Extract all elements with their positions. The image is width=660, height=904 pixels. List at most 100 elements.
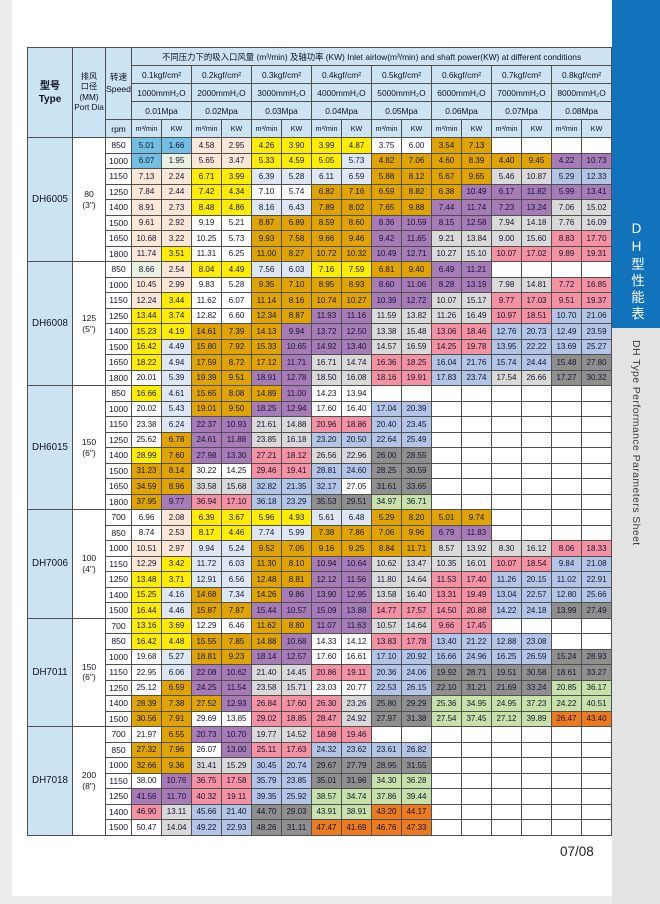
power-cell: 7.86: [341, 524, 372, 541]
rpm-cell: 1250: [105, 679, 132, 696]
power-cell: 30.58: [521, 664, 552, 681]
flow-cell: 13.31: [431, 586, 462, 603]
flow-cell: 47.47: [311, 819, 342, 836]
power-cell: 3.74: [161, 307, 192, 324]
flow-cell: 38.00: [131, 772, 162, 789]
power-cell: 13.40: [341, 338, 372, 355]
flow-cell: 5.65: [191, 152, 222, 169]
flow-cell: 10.72: [311, 245, 342, 262]
power-cell: [521, 788, 552, 805]
power-cell: 3.90: [281, 137, 312, 154]
flow-cell: 24.32: [311, 741, 342, 758]
power-cell: [521, 493, 552, 510]
flow-cell: 9.66: [431, 617, 462, 634]
flow-cell: 6.71: [191, 168, 222, 185]
power-cell: 16.59: [401, 338, 432, 355]
flow-cell: 48.26: [251, 819, 282, 836]
flow-cell: [491, 137, 522, 154]
rpm-cell: 1400: [105, 586, 132, 603]
power-cell: 26.15: [401, 679, 432, 696]
flow-cell: [491, 757, 522, 774]
power-cell: 17.45: [461, 617, 492, 634]
rpm-header: rpm: [105, 119, 132, 138]
flow-cell: 36.94: [191, 493, 222, 510]
flow-cell: 18.91: [251, 369, 282, 386]
power-cell: 9.23: [221, 648, 252, 665]
power-cell: 36.71: [401, 493, 432, 510]
flow-cell: 12.82: [191, 307, 222, 324]
power-cell: 14.12: [341, 633, 372, 650]
power-cell: 19.41: [281, 462, 312, 479]
flow-cell: 6.17: [491, 183, 522, 200]
power-cell: 20.50: [341, 431, 372, 448]
flow-cell: 41.56: [131, 788, 162, 805]
rpm-cell: 700: [105, 509, 132, 526]
flow-cell: 14.33: [311, 633, 342, 650]
flow-cell: 13.90: [311, 586, 342, 603]
power-cell: 18.46: [461, 323, 492, 340]
flow-cell: [551, 261, 582, 278]
power-cell: 8.80: [281, 617, 312, 634]
power-cell: 20.88: [461, 602, 492, 619]
power-cell: 25.66: [580, 586, 613, 603]
flow-cell: [431, 493, 462, 510]
flow-cell: [551, 741, 582, 758]
flow-cell: 19.51: [491, 664, 522, 681]
power-cell: 12.71: [401, 245, 432, 262]
flow-cell: 24.95: [491, 695, 522, 712]
flow-cell: 11.30: [251, 555, 282, 572]
page-number: 07/08: [560, 844, 594, 859]
rpm-cell: 850: [105, 261, 132, 278]
power-cell: [461, 726, 492, 743]
power-cell: [580, 524, 613, 541]
power-cell: 26.82: [401, 741, 432, 758]
power-cell: 20.77: [341, 679, 372, 696]
flow-cell: 11.62: [191, 292, 222, 309]
flow-cell: 18.98: [311, 726, 342, 743]
power-cell: 10.59: [401, 214, 432, 231]
flow-cell: 6.59: [371, 183, 402, 200]
flow-cell: [551, 416, 582, 433]
power-cell: [521, 726, 552, 743]
pressure-header: 0.2kgf/cm²: [191, 65, 252, 84]
power-cell: 6.48: [341, 509, 372, 526]
flow-cell: 27.12: [491, 710, 522, 727]
rpm-cell: 700: [105, 617, 132, 634]
flow-cell: 8.17: [191, 524, 222, 541]
flow-cell: [431, 478, 462, 495]
power-cell: 27.79: [341, 757, 372, 774]
power-cell: 8.96: [161, 478, 192, 495]
power-cell: 2.54: [161, 261, 192, 278]
flow-cell: 12.88: [491, 633, 522, 650]
power-cell: 41.69: [341, 819, 372, 836]
flow-cell: [491, 617, 522, 634]
power-unit-header: KW: [221, 119, 252, 138]
flow-cell: 11.74: [131, 245, 162, 262]
power-cell: 4.16: [161, 586, 192, 603]
flow-cell: [491, 462, 522, 479]
flow-cell: 7.44: [431, 199, 462, 216]
flow-cell: 12.48: [251, 571, 282, 588]
power-cell: 12.50: [341, 323, 372, 340]
power-cell: 7.59: [341, 261, 372, 278]
power-cell: 3.44: [161, 292, 192, 309]
power-cell: [461, 803, 492, 820]
power-cell: 7.91: [161, 710, 192, 727]
model-name: DH6015: [27, 385, 73, 510]
power-cell: 6.07: [221, 292, 252, 309]
power-cell: 14.18: [521, 214, 552, 231]
power-cell: 6.43: [281, 199, 312, 216]
power-cell: [461, 772, 492, 789]
power-cell: 5.73: [341, 152, 372, 169]
flow-cell: 20.40: [371, 416, 402, 433]
power-cell: [580, 803, 613, 820]
power-cell: 12.58: [461, 214, 492, 231]
port-dia-value: 150 (6"): [72, 617, 106, 727]
flow-cell: 14.57: [371, 338, 402, 355]
pressure-header: 0.6kgf/cm²: [431, 65, 492, 84]
flow-cell: [491, 788, 522, 805]
flow-cell: 7.84: [131, 183, 162, 200]
flow-cell: 4.22: [551, 152, 582, 169]
flow-cell: 44.70: [251, 803, 282, 820]
